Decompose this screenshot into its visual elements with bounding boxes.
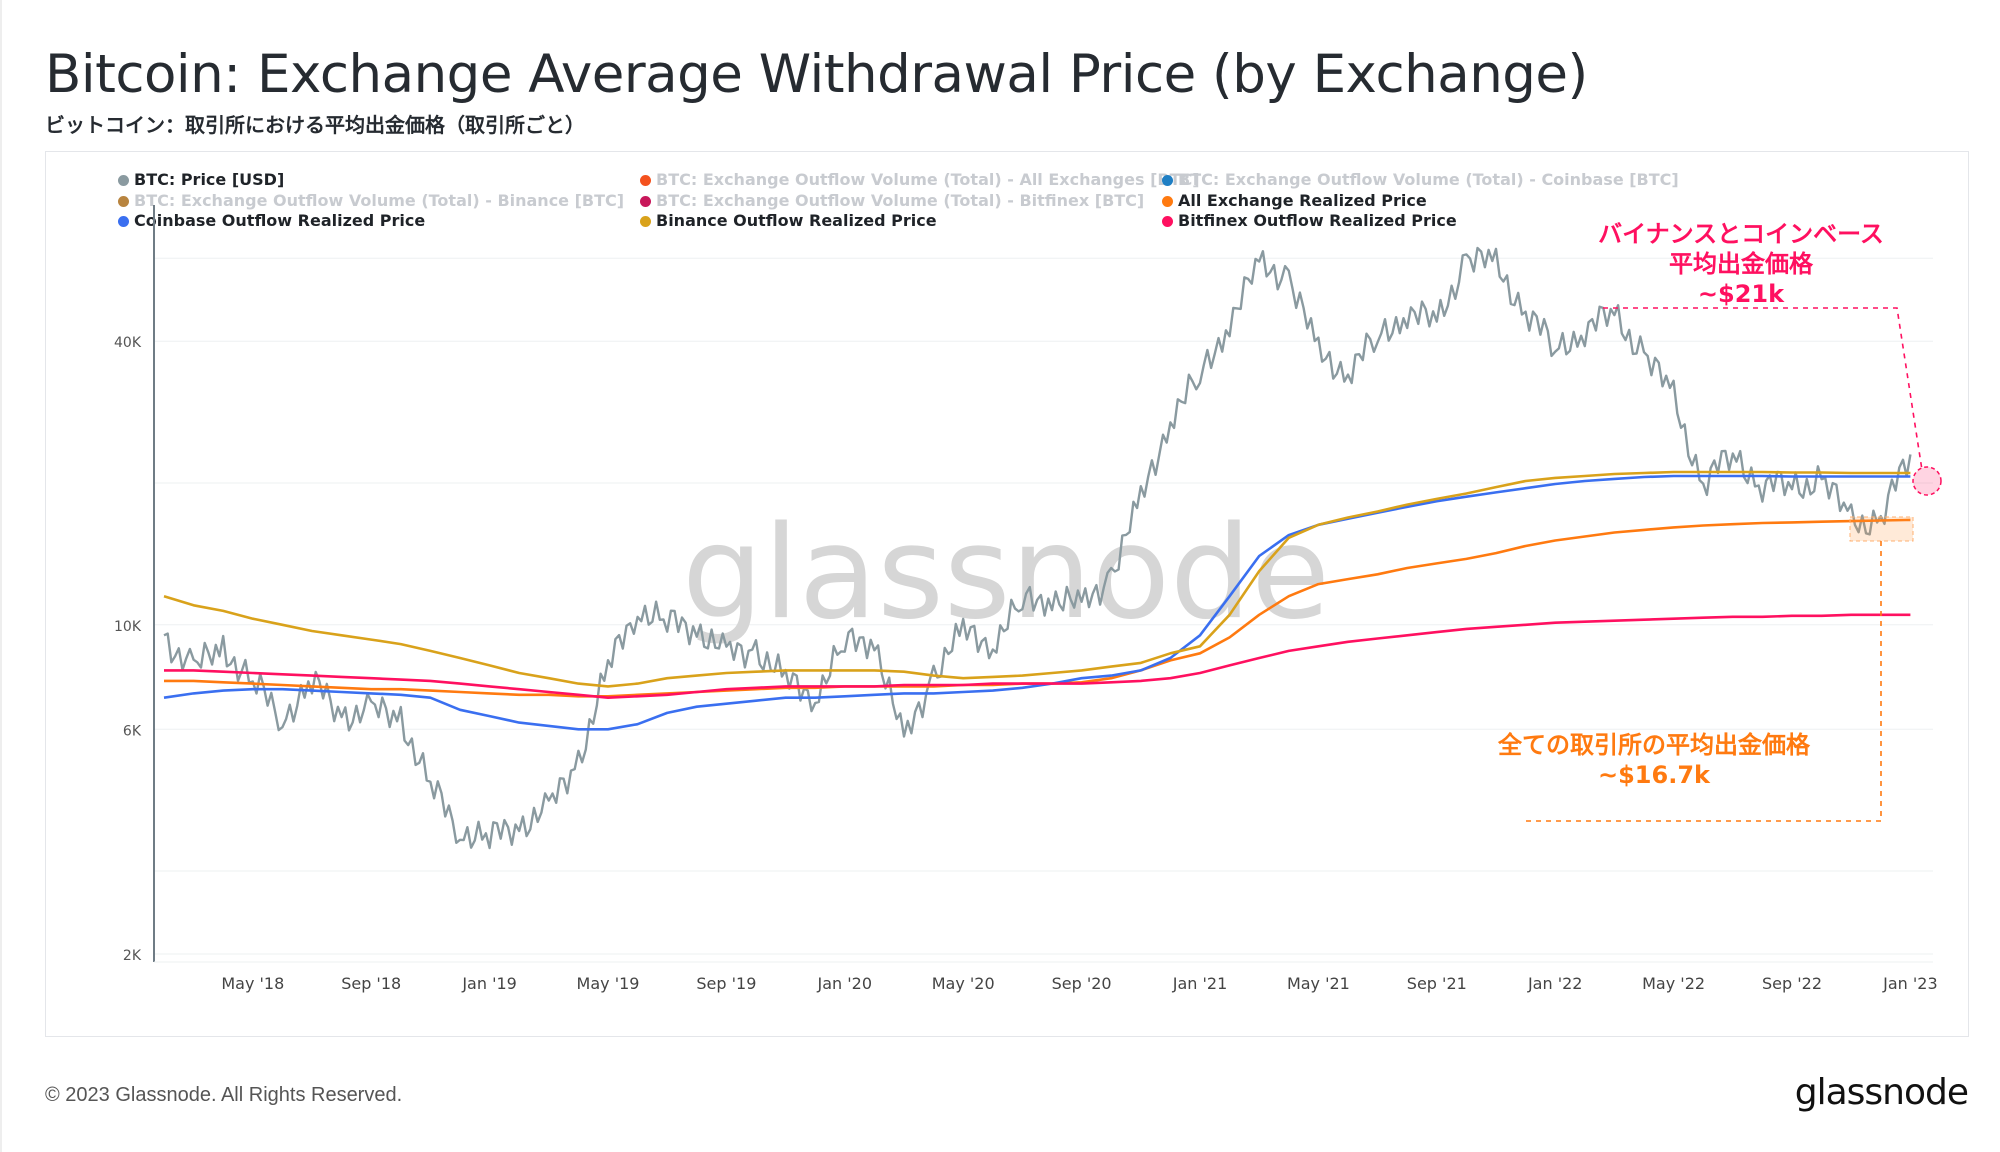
- legend-item[interactable]: BTC: Exchange Outflow Volume (Total) - C…: [1162, 170, 1679, 189]
- x-tick-label: Sep '19: [696, 974, 756, 993]
- annotation-orange-leader: [1522, 541, 1882, 822]
- legend-dot-icon: [118, 196, 129, 207]
- annotation-binance-coinbase-line2: 平均出金価格: [1669, 250, 1814, 278]
- annotation-binance-coinbase-line3: ~$21k: [1698, 280, 1785, 308]
- chart-panel: [45, 151, 1969, 1037]
- legend-item[interactable]: BTC: Exchange Outflow Volume (Total) - A…: [640, 170, 1200, 189]
- x-tick-label: Sep '21: [1407, 974, 1467, 993]
- x-tick-label: May '20: [932, 974, 995, 993]
- legend-dot-icon: [1162, 175, 1173, 186]
- legend-dot-icon: [118, 175, 129, 186]
- legend-dot-icon: [1162, 196, 1173, 207]
- legend-dot-icon: [640, 196, 651, 207]
- legend-item[interactable]: BTC: Exchange Outflow Volume (Total) - B…: [640, 191, 1144, 210]
- x-tick-label: Jan '19: [461, 974, 517, 993]
- legend-item[interactable]: BTC: Exchange Outflow Volume (Total) - B…: [118, 191, 624, 210]
- x-tick-label: Jan '23: [1882, 974, 1938, 993]
- annotation-all-exchanges-line1: 全ての取引所の平均出金価格: [1497, 731, 1811, 759]
- legend-dot-icon: [1162, 216, 1173, 227]
- x-tick-label: Jan '20: [817, 974, 873, 993]
- y-tick-label: 10K: [114, 619, 142, 635]
- footer-copyright: © 2023 Glassnode. All Rights Reserved.: [45, 1084, 403, 1106]
- y-tick-label: 2K: [123, 948, 142, 964]
- x-tick-label: May '22: [1642, 974, 1705, 993]
- legend-label: BTC: Exchange Outflow Volume (Total) - A…: [656, 170, 1200, 189]
- page-title: Bitcoin: Exchange Average Withdrawal Pri…: [45, 44, 1588, 105]
- page-edge: [0, 0, 2, 1152]
- legend-item[interactable]: Bitfinex Outflow Realized Price: [1162, 211, 1457, 230]
- series-line-btc-price-usd-: [163, 246, 1912, 850]
- legend-item[interactable]: BTC: Price [USD]: [118, 170, 284, 189]
- legend-label: Coinbase Outflow Realized Price: [134, 211, 426, 230]
- x-tick-label: May '19: [577, 974, 640, 993]
- legend-label: All Exchange Realized Price: [1178, 191, 1427, 210]
- annotation-binance-coinbase-line1: バイナンスとコインベース: [1598, 220, 1884, 248]
- legend-label: Bitfinex Outflow Realized Price: [1178, 211, 1457, 230]
- annotation-all-exchanges-line2: ~$16.7k: [1598, 761, 1711, 789]
- annotation-pink-leader: [1603, 307, 1923, 471]
- annotation-pink-circle: [1912, 466, 1942, 496]
- y-tick-label: 40K: [114, 335, 142, 351]
- legend-dot-icon: [640, 175, 651, 186]
- legend-label: BTC: Exchange Outflow Volume (Total) - B…: [656, 191, 1145, 210]
- x-tick-label: Jan '22: [1527, 974, 1583, 993]
- legend-item[interactable]: Coinbase Outflow Realized Price: [118, 211, 425, 230]
- x-tick-label: Sep '18: [341, 974, 401, 993]
- x-tick-label: Jan '21: [1172, 974, 1228, 993]
- legend-label: BTC: Price [USD]: [134, 170, 285, 189]
- page-subtitle: ビットコイン：取引所における平均出金価格（取引所ごと）: [45, 113, 585, 137]
- x-tick-label: May '18: [221, 974, 284, 993]
- legend-label: BTC: Exchange Outflow Volume (Total) - B…: [134, 191, 625, 210]
- series-line-coinbase-outflow-realized-price: [163, 474, 1911, 731]
- x-tick-label: May '21: [1287, 974, 1350, 993]
- legend-item[interactable]: Binance Outflow Realized Price: [640, 211, 937, 230]
- watermark: glassnode: [682, 499, 1330, 648]
- annotation-orange-box: [1849, 516, 1914, 542]
- legend-dot-icon: [640, 216, 651, 227]
- legend-label: Binance Outflow Realized Price: [656, 211, 937, 230]
- legend-item[interactable]: All Exchange Realized Price: [1162, 191, 1427, 210]
- legend-dot-icon: [118, 216, 129, 227]
- glassnode-logo: glassnode: [1794, 1072, 1969, 1113]
- y-tick-label: 6K: [123, 723, 142, 739]
- legend-label: BTC: Exchange Outflow Volume (Total) - C…: [1178, 170, 1679, 189]
- series-line-bitfinex-outflow-realized-price: [164, 613, 1911, 700]
- x-tick-label: Sep '20: [1052, 974, 1112, 993]
- series-line-binance-outflow-realized-price: [163, 470, 1911, 688]
- x-tick-label: Sep '22: [1762, 974, 1822, 993]
